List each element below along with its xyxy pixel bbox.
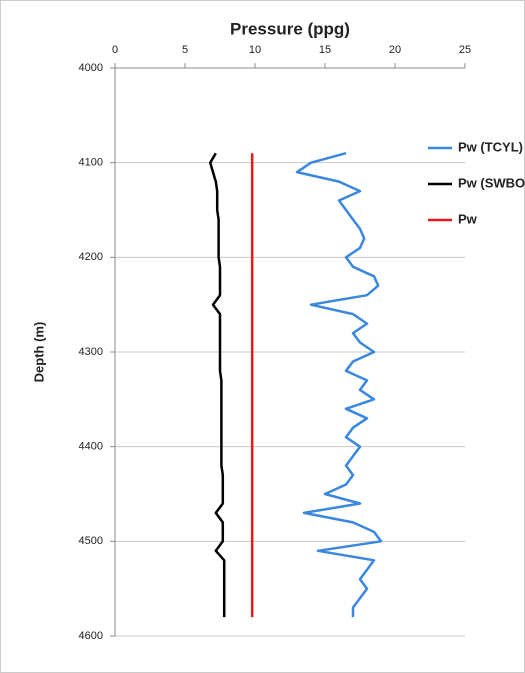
y-tick-label: 4000 [79, 62, 103, 74]
legend-label: Pw (SWBO) [458, 175, 525, 190]
y-tick-label: 4200 [79, 251, 103, 263]
y-axis-label: Depth (m) [31, 322, 46, 383]
x-tick-label: 15 [319, 44, 331, 56]
y-tick-label: 4600 [79, 630, 103, 642]
x-tick-label: 5 [182, 44, 188, 56]
y-tick-label: 4300 [79, 346, 103, 358]
x-tick-label: 0 [112, 44, 118, 56]
x-tick-label: 25 [459, 44, 471, 56]
x-tick-label: 20 [389, 44, 401, 56]
chart-title: Pressure (ppg) [230, 19, 350, 38]
y-tick-label: 4500 [79, 535, 103, 547]
x-tick-label: 10 [249, 44, 261, 56]
legend-label: Pw [458, 211, 478, 226]
y-tick-label: 4100 [79, 157, 103, 169]
series-line [295, 151, 383, 618]
y-tick-label: 4400 [79, 441, 103, 453]
series-line [208, 152, 226, 618]
legend-label: Pw (TCYL) [458, 139, 523, 154]
